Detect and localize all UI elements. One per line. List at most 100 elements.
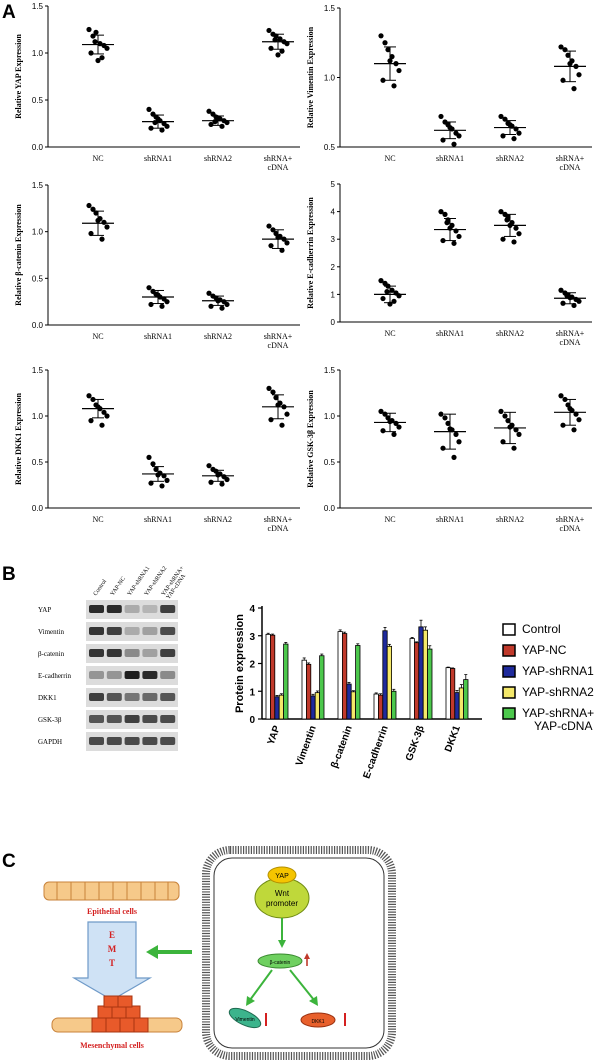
panel-letter-b: B xyxy=(2,564,16,585)
x-tick-label: NC xyxy=(92,154,103,163)
bar-category-label: Vimentin xyxy=(294,724,319,767)
data-point xyxy=(273,395,279,401)
y-tick-label: 3 xyxy=(331,235,336,244)
data-point xyxy=(88,418,94,424)
scatter-plot-yap: 0.0 0.5 1.0 1.5 Relative YAP Expression NC shR… xyxy=(14,2,300,172)
mesenchymal-cells-illustration xyxy=(51,995,183,1033)
bar-chart-legend: Control YAP-NC YAP-shRNA1 YAP-shRNA2 YAP-shR… xyxy=(502,622,594,733)
y-tick-label: 1.0 xyxy=(32,49,44,58)
data-point xyxy=(558,287,564,293)
bar xyxy=(449,668,456,720)
bar xyxy=(301,659,307,720)
data-point xyxy=(164,299,170,305)
data-point xyxy=(95,57,101,64)
x-tick-label: shRNA2 xyxy=(204,332,232,341)
blot-band xyxy=(106,605,122,613)
data-point xyxy=(502,413,508,419)
wnt-label: Wnt xyxy=(275,889,290,898)
scatter-plot-dkk1: 0.0 0.5 1.0 1.5 Relative DKK1 Expression NC sh… xyxy=(14,366,300,533)
data-point xyxy=(380,295,386,302)
data-point xyxy=(571,86,577,92)
bar-y-tick-label: 3 xyxy=(249,632,255,643)
data-point xyxy=(565,52,571,58)
bar-y-tick-label: 1 xyxy=(249,687,255,698)
data-point xyxy=(500,236,506,242)
bar-category-label: β-catenin xyxy=(329,724,355,770)
blot-band xyxy=(160,671,176,679)
data-point xyxy=(440,445,446,451)
data-point xyxy=(382,40,388,46)
data-point xyxy=(99,422,105,428)
bar xyxy=(409,638,415,720)
data-point xyxy=(389,54,395,60)
data-point xyxy=(391,431,397,437)
data-point xyxy=(576,298,582,304)
data-point xyxy=(440,237,446,244)
dkk1-label: DKK1 xyxy=(311,1019,324,1025)
data-point xyxy=(284,240,290,246)
blot-band xyxy=(142,715,158,723)
data-point xyxy=(86,393,92,399)
data-point xyxy=(442,415,448,421)
data-point xyxy=(511,239,517,245)
x-tick-label: NC xyxy=(384,515,395,524)
bar xyxy=(445,667,451,720)
cell-membrane xyxy=(202,846,396,1060)
data-point xyxy=(275,52,281,58)
x-tick-label: shRNA2 xyxy=(496,154,524,163)
emt-diagram: Epithelial cells E M T Mesenchymal cells xyxy=(43,846,396,1060)
bar-category-label: E-cadherrin xyxy=(361,724,390,780)
data-point xyxy=(266,385,272,391)
blot-band xyxy=(124,627,140,635)
data-point xyxy=(92,39,98,45)
panel-letter-a: A xyxy=(2,2,16,23)
mesenchymal-cells-label: Mesenchymal cells xyxy=(80,1041,144,1050)
data-point xyxy=(498,113,504,120)
data-point xyxy=(146,106,152,112)
y-axis-label: Relative E-cadherrin Expression xyxy=(306,197,315,309)
y-tick-label: 0.5 xyxy=(32,96,44,105)
bar xyxy=(283,643,289,720)
blot-row-label: YAP xyxy=(38,606,51,614)
blot-band xyxy=(142,605,158,613)
legend-swatch xyxy=(502,623,516,636)
y-tick-label: 1.5 xyxy=(324,366,336,375)
data-point xyxy=(571,427,577,433)
x-tick-label: NC xyxy=(92,332,103,341)
data-point xyxy=(511,445,517,451)
blot-band xyxy=(142,627,158,635)
bar-y-tick-label: 4 xyxy=(249,604,255,615)
data-point xyxy=(442,211,448,217)
bar xyxy=(265,633,271,720)
data-point xyxy=(279,247,285,253)
emt-letter-t: T xyxy=(109,958,115,968)
data-point xyxy=(206,290,212,296)
x-tick-label: shRNA+ cDNA xyxy=(264,154,293,172)
blot-band xyxy=(106,671,122,679)
y-tick-label: 5 xyxy=(331,180,336,189)
y-tick-label: 1.5 xyxy=(324,4,336,13)
y-tick-label: 0.5 xyxy=(32,274,44,283)
legend-swatch xyxy=(502,644,516,657)
data-point xyxy=(498,209,504,215)
bar xyxy=(314,692,321,720)
blot-band xyxy=(142,693,158,701)
bar xyxy=(346,683,352,720)
bar xyxy=(427,648,433,720)
blot-band xyxy=(106,715,122,723)
blot-band xyxy=(142,737,158,745)
data-point xyxy=(99,55,105,61)
data-point xyxy=(511,136,517,142)
data-point xyxy=(208,303,214,309)
blot-band xyxy=(106,693,122,701)
data-point xyxy=(576,417,582,423)
y-axis-label: Relative YAP Expression xyxy=(14,34,23,119)
blot-row-label: GSK-3β xyxy=(38,716,62,724)
data-point xyxy=(104,224,110,230)
scatter-plot-beta-catenin: 0.0 0.5 1.0 1.5 Relative β-catenin Expressio… xyxy=(14,181,300,350)
blot-band xyxy=(106,737,122,745)
y-tick-label: 1 xyxy=(331,290,336,299)
data-point xyxy=(378,33,384,39)
data-point xyxy=(558,393,564,399)
